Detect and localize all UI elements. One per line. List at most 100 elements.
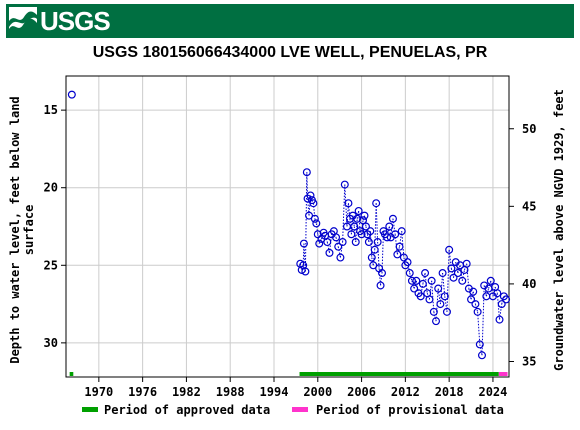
data-point [378, 269, 387, 278]
data-point [359, 216, 368, 225]
series-connector [450, 268, 455, 278]
series-connector [453, 262, 457, 278]
legend-provisional-swatch [292, 407, 308, 412]
series-connector [364, 215, 367, 227]
series-connector [496, 293, 501, 320]
legend: Period of approved data Period of provis… [82, 403, 504, 417]
period-bar-provisional [498, 372, 508, 376]
data-point [372, 199, 381, 208]
data-point [370, 245, 379, 254]
series-connector [392, 218, 396, 235]
data-point [306, 191, 315, 200]
series-connector [312, 203, 316, 219]
data-point [315, 239, 324, 248]
series-connector [383, 230, 386, 235]
data-point [353, 214, 362, 223]
y-tick-label-right: 40 [522, 277, 536, 291]
series-connector [353, 226, 357, 243]
usgs-logo-text: USGS [40, 6, 111, 36]
data-point [405, 269, 414, 278]
series-connector [461, 269, 465, 281]
data-point [473, 307, 482, 316]
period-bar-approved [69, 372, 74, 376]
data-point [334, 242, 343, 251]
series-connector [409, 272, 413, 281]
data-point [403, 258, 412, 267]
legend-approved-swatch [82, 407, 98, 412]
data-point [445, 245, 454, 254]
series-connector [411, 280, 415, 289]
data-point [469, 287, 478, 296]
data-point [447, 264, 456, 273]
data-point [361, 222, 370, 231]
series-connector [488, 280, 492, 289]
series-depth-to-water [67, 90, 511, 360]
x-tick-label: 2006 [347, 385, 376, 399]
data-point [376, 281, 385, 290]
data-point [440, 292, 449, 301]
y-tick-label-right: 45 [522, 199, 536, 213]
usgs-banner: USGS [6, 4, 574, 38]
data-point [436, 300, 445, 309]
series-connector [470, 291, 474, 300]
data-point [323, 238, 332, 247]
plot-area [65, 75, 510, 378]
series-connector [352, 215, 355, 227]
data-point [312, 219, 321, 228]
series-connector [413, 280, 417, 289]
data-point [373, 238, 382, 247]
data-point [299, 239, 308, 248]
data-point [332, 233, 341, 242]
data-point [350, 222, 359, 231]
series-connector [326, 241, 330, 253]
y-tick-label-right: 35 [522, 354, 536, 368]
series-connector [311, 199, 314, 204]
data-point [449, 273, 458, 282]
series-connector [459, 265, 463, 281]
data-point [495, 315, 504, 324]
series-connector [335, 237, 339, 247]
data-point [309, 199, 318, 208]
data-point [467, 295, 476, 304]
series-connector [315, 223, 319, 235]
series-connector [477, 311, 481, 345]
data-point [397, 227, 406, 236]
data-point [301, 267, 310, 276]
data-point [347, 230, 356, 239]
data-point [493, 289, 502, 298]
series-connector [420, 283, 424, 297]
data-point [336, 253, 345, 262]
y-tick-label-left: 30 [44, 336, 58, 350]
data-point [351, 238, 360, 247]
data-point [310, 214, 319, 223]
data-point [418, 279, 427, 288]
grid-lines [66, 76, 509, 377]
data-point [325, 248, 334, 257]
y-axis-right-label: Groundwater level above NGVD 1929, feet [552, 89, 566, 371]
series-connector [407, 262, 411, 274]
series-connector [386, 226, 390, 238]
data-point [421, 269, 430, 278]
data-point [458, 276, 467, 285]
x-tick-label: 1988 [216, 385, 245, 399]
data-point [427, 276, 436, 285]
x-tick-label: 1994 [260, 385, 289, 399]
series-connector [359, 230, 363, 235]
y-axis-left-label-line1: Depth to water level, feet below land [8, 96, 22, 363]
data-point [357, 230, 366, 239]
data-point [297, 265, 306, 274]
data-point [388, 214, 397, 223]
series-connector [468, 288, 472, 300]
x-tick-label: 2024 [478, 385, 507, 399]
series-connector [457, 265, 461, 274]
series-connector [318, 238, 322, 244]
data-point [486, 276, 495, 285]
x-tick-label: 2018 [435, 385, 464, 399]
series-connector [481, 285, 485, 356]
data-point [354, 206, 363, 215]
series-connector [474, 303, 479, 312]
series-connector [314, 218, 317, 224]
series-connector [399, 231, 403, 247]
x-tick-label: 1970 [84, 385, 113, 399]
